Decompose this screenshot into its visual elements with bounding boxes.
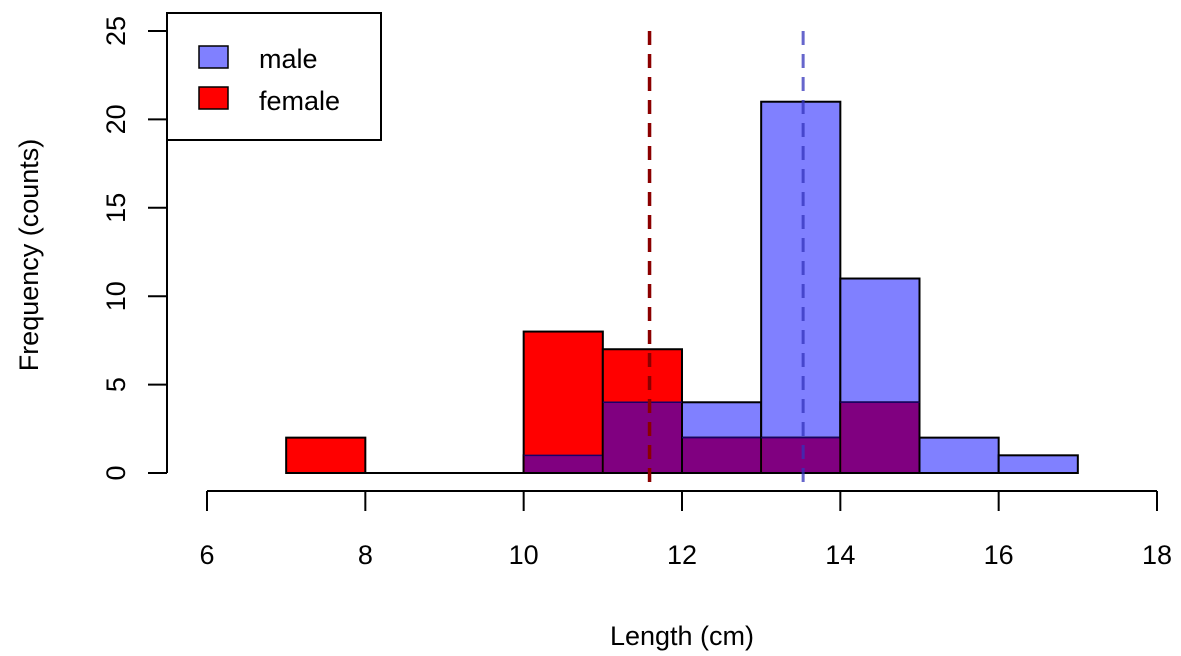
x-tick-label: 8	[358, 540, 373, 570]
y-axis: 0 5 10 15 20 25	[101, 16, 168, 481]
mean-lines	[647, 31, 805, 491]
bars-layer	[285, 100, 1079, 475]
legend-swatch-female	[198, 86, 229, 110]
y-tick-label: 15	[101, 193, 131, 223]
legend: male female	[166, 12, 382, 141]
bar-overlap	[603, 402, 681, 472]
bar-female	[285, 436, 367, 475]
legend-label-male: male	[259, 44, 318, 74]
bar-overlap	[683, 437, 761, 472]
bar-male	[760, 100, 842, 474]
x-tick-label: 10	[509, 540, 539, 570]
legend-label-female: female	[259, 86, 340, 116]
legend-box	[166, 12, 382, 141]
y-tick-label: 25	[101, 16, 131, 46]
bar-overlap	[524, 455, 602, 472]
x-tick-label: 6	[199, 540, 214, 570]
x-tick-label: 14	[825, 540, 855, 570]
bar-overlap	[762, 437, 840, 472]
x-axis-title: Length (cm)	[610, 621, 754, 651]
x-tick-label: 18	[1142, 540, 1172, 570]
x-axis: 6 8 10 12 14 16 18	[199, 490, 1172, 570]
bar-male	[997, 454, 1079, 475]
bar-female	[522, 330, 604, 474]
x-tick-label: 16	[984, 540, 1014, 570]
legend-swatch-male	[198, 45, 229, 69]
y-tick-label: 5	[101, 377, 131, 392]
x-tick-label: 12	[667, 540, 697, 570]
y-tick-label: 0	[101, 465, 131, 480]
y-tick-label: 10	[101, 281, 131, 311]
y-axis-title: Frequency (counts)	[14, 139, 44, 372]
y-tick-label: 20	[101, 104, 131, 134]
bar-male	[918, 436, 1000, 475]
bar-overlap	[841, 402, 919, 472]
